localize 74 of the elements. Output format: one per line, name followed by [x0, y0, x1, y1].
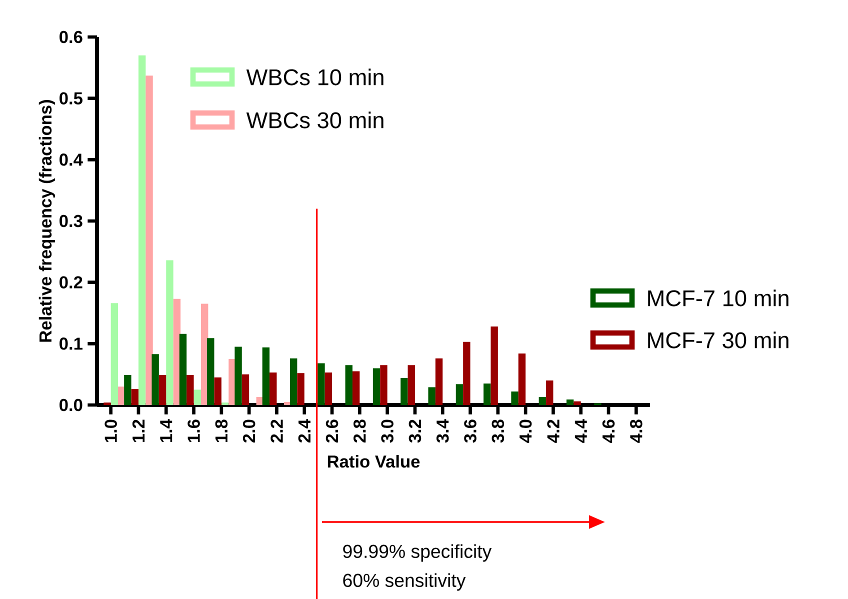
x-tick-label: 4.6	[602, 420, 615, 443]
bar	[380, 365, 388, 405]
y-tick-label: 0.0	[60, 398, 82, 412]
bar	[152, 354, 159, 405]
bar	[318, 363, 325, 405]
bar	[110, 303, 118, 405]
y-tick-label: 0.5	[60, 92, 82, 104]
x-tick-label: 3.6	[464, 420, 476, 443]
x-tick-label: 2.4	[298, 419, 310, 443]
bar	[518, 353, 526, 405]
bar	[207, 338, 214, 405]
legend-label: MCF-7 10 min	[648, 290, 788, 306]
bar	[194, 390, 201, 405]
bar	[428, 387, 436, 405]
y-tick-label: 0.2	[60, 276, 82, 288]
bar	[214, 377, 222, 405]
x-tick-label: 2.8	[354, 420, 366, 443]
bar	[131, 389, 138, 405]
x-tick-label: 4.8	[630, 420, 642, 443]
bar	[166, 260, 174, 405]
bar	[566, 399, 574, 405]
bar	[262, 347, 270, 405]
x-tick-label: 4.2	[547, 420, 560, 443]
bar	[270, 372, 277, 405]
x-tick-label: 1.8	[215, 420, 228, 442]
bar	[290, 358, 298, 405]
x-tick-label: 1.2	[132, 420, 145, 442]
bar	[400, 378, 408, 405]
bar	[435, 358, 443, 405]
x-tick-label: 4.4	[574, 419, 587, 443]
y-tick-label: 0.1	[60, 338, 82, 350]
y-tick-label: 0.6	[60, 30, 82, 44]
legend-label: MCF-7 30 min	[648, 332, 788, 348]
bar	[146, 76, 153, 405]
bar	[179, 334, 187, 405]
bar	[242, 374, 250, 405]
x-tick-label: 1.6	[188, 420, 200, 442]
x-tick-label: 1.0	[104, 420, 117, 442]
bar	[186, 374, 194, 405]
y-tick-label: 0.3	[60, 214, 82, 228]
x-tick-label: 4.0	[519, 420, 532, 443]
x-axis-title: Ratio Value	[328, 454, 420, 468]
y-tick-label: 0.4	[60, 154, 83, 166]
text: 60% sensitivity	[343, 573, 466, 591]
bar	[158, 374, 166, 405]
x-tick-label: 2.0	[242, 420, 256, 443]
y-axis-title: Relative frequency (fractions)	[38, 100, 56, 342]
bar	[511, 392, 518, 405]
x-tick-label: 3.0	[381, 420, 394, 443]
bar	[463, 342, 470, 405]
bar	[345, 365, 352, 405]
legend-label: WBCs 10 min	[246, 68, 384, 86]
x-tick-label: 3.8	[492, 420, 504, 443]
bar	[408, 365, 415, 405]
bar	[352, 371, 360, 405]
x-tick-label: 3.4	[436, 419, 449, 443]
bar	[124, 374, 132, 405]
legend-label: WBCs 30 min	[246, 112, 384, 128]
bar	[574, 401, 581, 405]
bar	[538, 397, 546, 405]
bar	[138, 55, 146, 405]
x-tick-label: 2.6	[326, 420, 338, 443]
bar	[490, 326, 498, 405]
bar	[372, 368, 380, 405]
x-tick-label: 3.2	[408, 420, 422, 443]
x-tick-label: 1.4	[160, 419, 172, 442]
text: 99.99% specificity	[343, 544, 492, 562]
bar	[456, 384, 464, 405]
bar	[324, 372, 332, 405]
bar	[546, 380, 554, 405]
x-tick-label: 2.2	[270, 420, 283, 443]
bar	[297, 373, 304, 405]
bar	[234, 346, 242, 405]
bar	[484, 384, 491, 405]
